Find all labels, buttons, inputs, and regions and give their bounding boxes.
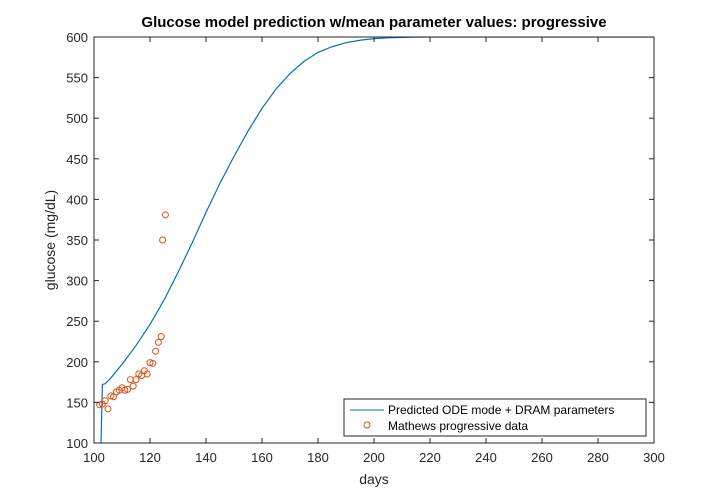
x-tick-label: 240: [475, 450, 497, 465]
data-point: [129, 382, 137, 390]
y-tick-label: 600: [66, 30, 88, 45]
legend: Predicted ODE mode + DRAM parameters Mat…: [343, 398, 647, 437]
x-tick-label: 120: [139, 450, 161, 465]
legend-box: [343, 398, 647, 437]
y-axis-label: glucose (mg/dL): [42, 190, 58, 290]
data-point: [107, 392, 115, 400]
y-tick-label: 100: [66, 436, 88, 451]
data-point: [121, 386, 129, 394]
y-tick-label: 350: [66, 233, 88, 248]
y-tick-label: 300: [66, 274, 88, 289]
ticks-layer: 100 120 140 160 180 200 220 240 260 280 300 100 150 2…: [66, 30, 665, 465]
y-tick-label: 200: [66, 355, 88, 370]
series-line-predicted: [100, 37, 654, 443]
data-point: [149, 359, 157, 367]
y-tick-label: 250: [66, 314, 88, 329]
x-tick-label: 200: [363, 450, 385, 465]
legend-entry-scatter: Mathews progressive data: [388, 419, 528, 433]
data-point: [146, 359, 154, 367]
y-tick-label: 150: [66, 395, 88, 410]
x-tick-label: 220: [419, 450, 441, 465]
data-point: [161, 211, 169, 219]
legend-marker-sample: [363, 421, 371, 429]
data-point: [132, 376, 140, 384]
x-axis-label: days: [359, 471, 389, 487]
x-tick-label: 100: [83, 450, 105, 465]
data-point: [96, 401, 104, 409]
x-tick-label: 160: [251, 450, 273, 465]
x-tick-label: 280: [587, 450, 609, 465]
x-tick-label: 260: [531, 450, 553, 465]
x-tick-label: 300: [643, 450, 665, 465]
data-point: [159, 236, 167, 244]
data-point: [152, 347, 160, 355]
x-tick-label: 140: [195, 450, 217, 465]
x-tick-label: 180: [307, 450, 329, 465]
y-tick-label: 500: [66, 111, 88, 126]
data-point: [143, 370, 151, 378]
y-tick-label: 400: [66, 192, 88, 207]
chart-title: Glucose model prediction w/mean paramete…: [141, 14, 606, 31]
data-point: [157, 333, 165, 341]
y-tick-label: 450: [66, 152, 88, 167]
data-point: [104, 405, 112, 413]
data-point: [154, 338, 162, 346]
legend-entry-line: Predicted ODE mode + DRAM parameters: [388, 403, 614, 417]
y-tick-label: 550: [66, 71, 88, 86]
plot-background: [94, 37, 654, 443]
data-point: [124, 385, 132, 393]
series-layer: [96, 37, 654, 443]
data-point: [101, 397, 109, 405]
